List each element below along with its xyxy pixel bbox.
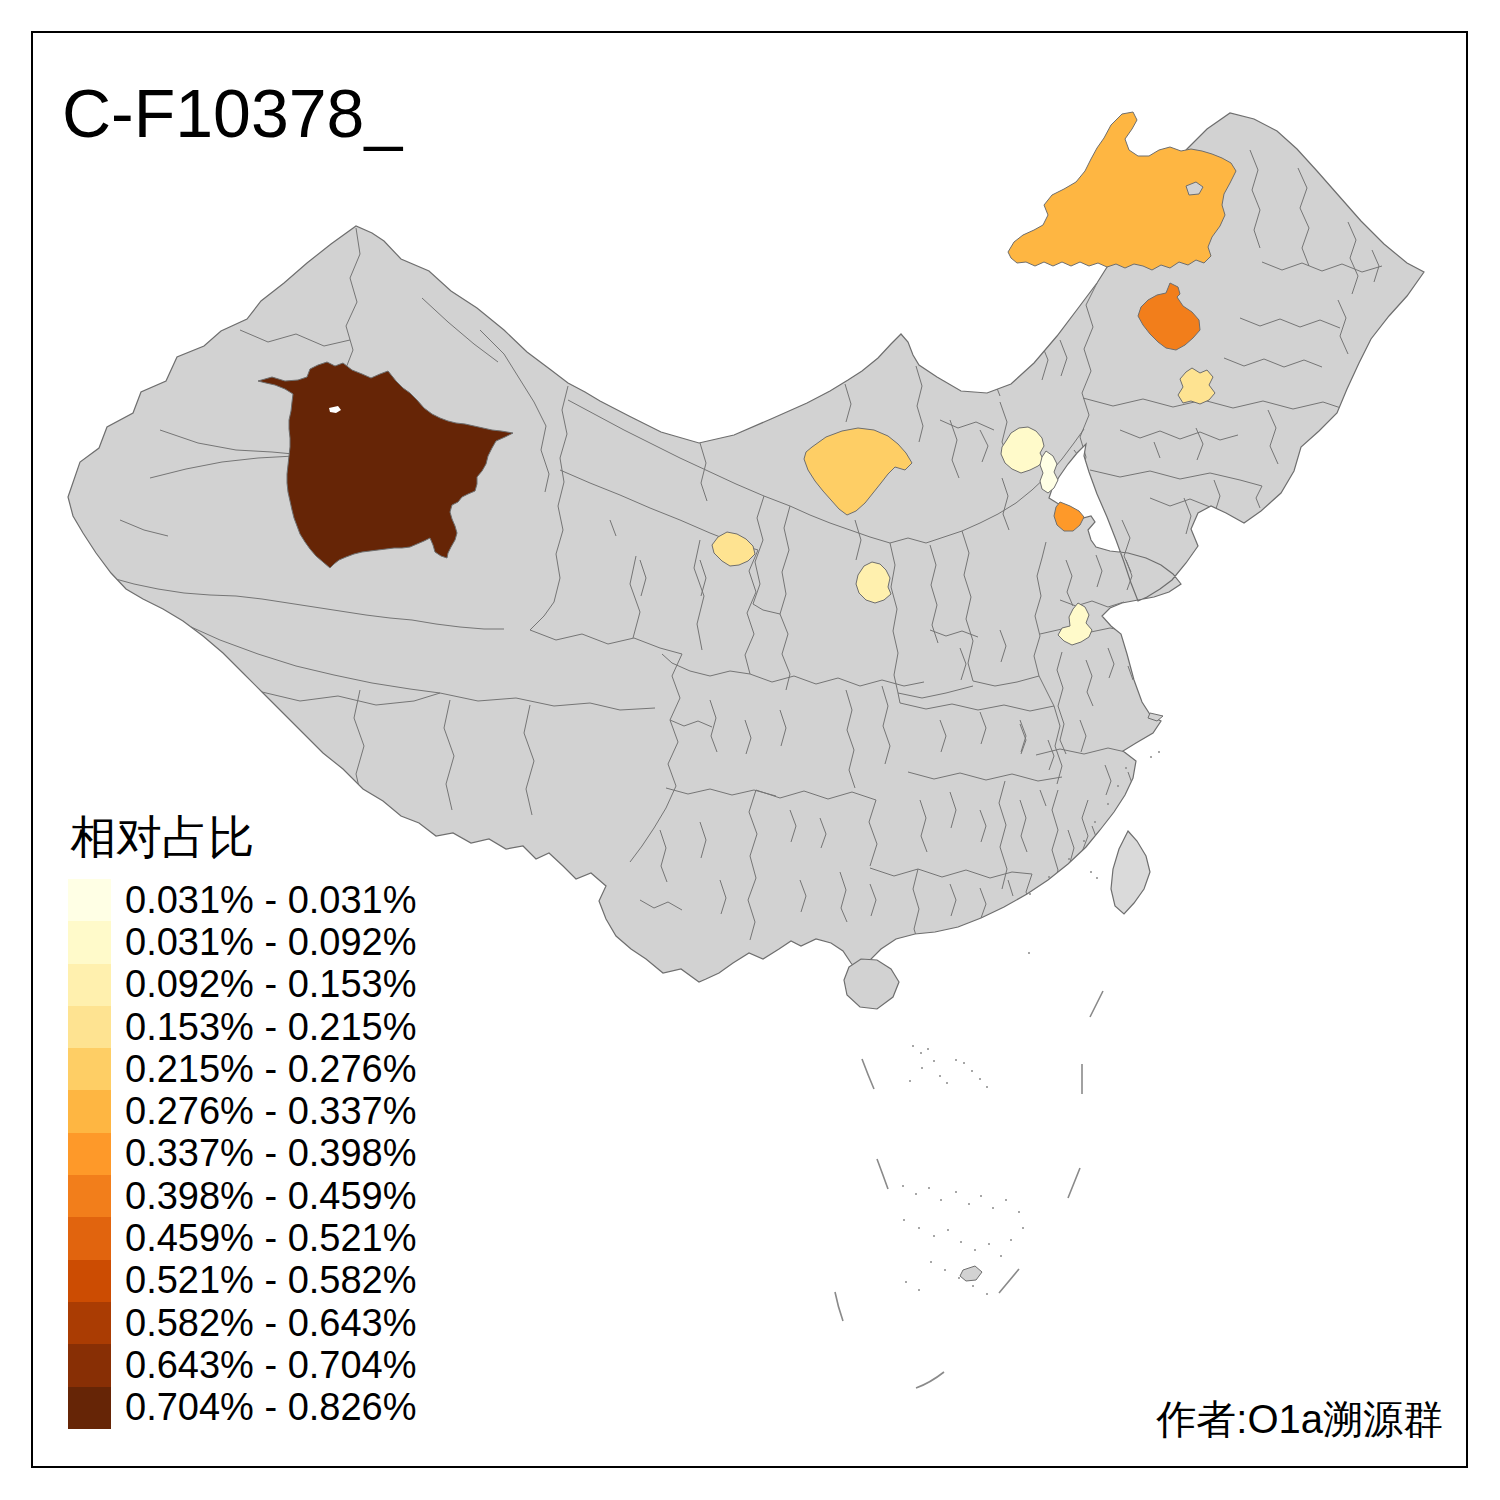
legend-swatch	[68, 1133, 111, 1175]
taiwan-island	[1111, 831, 1150, 914]
legend-label: 0.031% - 0.031%	[125, 879, 417, 922]
legend-swatch	[68, 1344, 111, 1386]
legend-row: 0.398% - 0.459%	[68, 1175, 417, 1217]
legend-swatch	[68, 1387, 111, 1429]
legend-row: 0.031% - 0.031%	[68, 879, 417, 921]
attribution: 作者:O1a溯源群	[1156, 1392, 1443, 1447]
legend-row: 0.643% - 0.704%	[68, 1344, 417, 1386]
legend-swatch	[68, 1090, 111, 1132]
legend-swatch	[68, 921, 111, 963]
legend-row: 0.521% - 0.582%	[68, 1260, 417, 1302]
legend-label: 0.153% - 0.215%	[125, 1006, 417, 1049]
legend-swatch	[68, 1217, 111, 1259]
legend-label: 0.337% - 0.398%	[125, 1132, 417, 1175]
legend-row: 0.459% - 0.521%	[68, 1217, 417, 1259]
legend-row: 0.092% - 0.153%	[68, 964, 417, 1006]
page-title: C-F10378_	[62, 76, 402, 151]
legend-swatch	[68, 1048, 111, 1090]
legend-label: 0.031% - 0.092%	[125, 921, 417, 964]
legend-row: 0.031% - 0.092%	[68, 921, 417, 963]
legend-row: 0.582% - 0.643%	[68, 1302, 417, 1344]
legend-swatch	[68, 1260, 111, 1302]
legend-label: 0.704% - 0.826%	[125, 1386, 417, 1429]
legend-label: 0.398% - 0.459%	[125, 1175, 417, 1218]
legend-label: 0.643% - 0.704%	[125, 1344, 417, 1387]
legend-title: 相对占比	[70, 814, 417, 860]
south-sea-islet	[960, 1266, 982, 1281]
legend-row: 0.153% - 0.215%	[68, 1006, 417, 1048]
legend-label: 0.459% - 0.521%	[125, 1217, 417, 1260]
legend-label: 0.215% - 0.276%	[125, 1048, 417, 1091]
legend: 相对占比 0.031% - 0.031% 0.031% - 0.092% 0.0…	[68, 814, 417, 1429]
legend-row: 0.337% - 0.398%	[68, 1133, 417, 1175]
legend-label: 0.582% - 0.643%	[125, 1302, 417, 1345]
legend-swatch	[68, 1175, 111, 1217]
legend-row: 0.704% - 0.826%	[68, 1387, 417, 1429]
legend-swatch	[68, 1302, 111, 1344]
legend-swatch	[68, 964, 111, 1006]
nine-dash-line	[835, 991, 1103, 1388]
legend-swatch	[68, 879, 111, 921]
legend-label: 0.092% - 0.153%	[125, 963, 417, 1006]
legend-row: 0.215% - 0.276%	[68, 1048, 417, 1090]
hainan-island	[844, 959, 899, 1009]
legend-swatch	[68, 1006, 111, 1048]
legend-label: 0.276% - 0.337%	[125, 1090, 417, 1133]
legend-label: 0.521% - 0.582%	[125, 1259, 417, 1302]
legend-row: 0.276% - 0.337%	[68, 1090, 417, 1132]
